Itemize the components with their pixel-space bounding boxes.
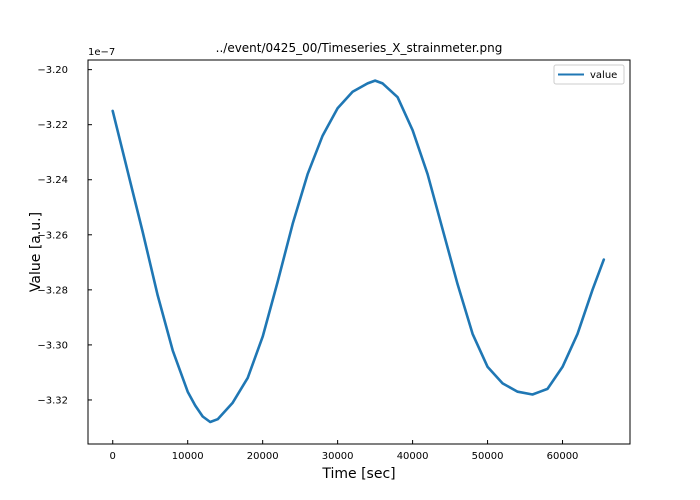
x-tick-label: 20000 (247, 451, 279, 462)
axes-frame (87, 59, 631, 445)
y-axis-title: Value [a.u.] (28, 212, 44, 292)
y-tick-label: −3.30 (37, 340, 68, 351)
legend-box (553, 64, 625, 85)
x-tick-label: 50000 (472, 451, 504, 462)
plot-area (87, 59, 631, 445)
x-tick-label: 40000 (397, 451, 429, 462)
y-tick-label: −3.20 (37, 65, 68, 76)
chart-title: ../event/0425_00/Timeseries_X_strainmete… (216, 41, 503, 55)
x-tick-label: 10000 (172, 451, 204, 462)
series-layer (111, 79, 606, 424)
x-axis-title: Time [sec] (321, 466, 395, 482)
legend: value (553, 64, 625, 85)
y-tick-label: −3.28 (37, 285, 68, 296)
y-tick-label: −3.22 (37, 120, 68, 131)
y-axis-ticks: −3.20 −3.22 −3.24 −3.26 −3.28 −3.30 −3.32 (37, 65, 92, 406)
x-tick-label: 60000 (547, 451, 579, 462)
y-axis-offset-label: 1e−7 (88, 47, 115, 58)
y-tick-label: −3.32 (37, 395, 68, 406)
y-tick-label: −3.24 (37, 175, 68, 186)
legend-label-value: value (590, 70, 617, 81)
x-tick-label: 0 (110, 451, 116, 462)
y-tick-label: −3.26 (37, 230, 68, 241)
x-tick-label: 30000 (322, 451, 354, 462)
x-axis-ticks: 0 10000 20000 30000 40000 50000 60000 (110, 440, 579, 462)
series-line-value (111, 79, 606, 424)
